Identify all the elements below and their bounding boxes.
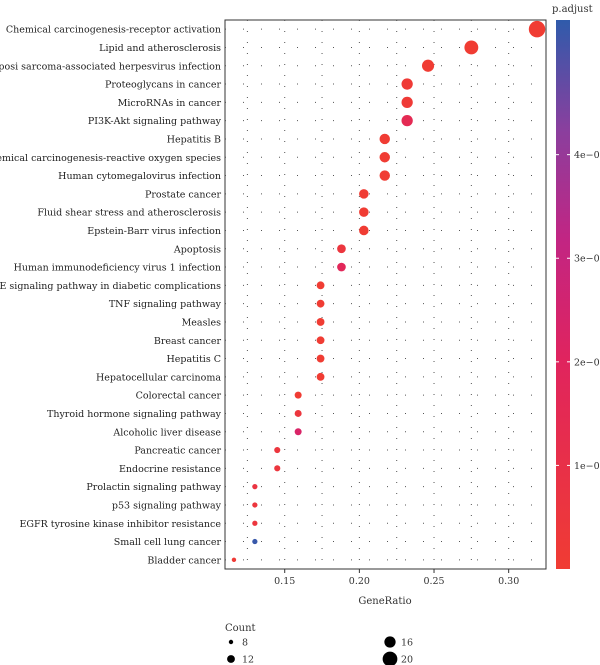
category-label: Prostate cancer [145, 189, 222, 200]
category-label: Hepatitis B [167, 134, 221, 145]
data-point [359, 189, 369, 199]
category-label: Hepatitis C [166, 354, 221, 365]
category-label: Measles [182, 317, 222, 328]
category-label: Thyroid hormone signaling pathway [47, 409, 222, 420]
category-label: AGE-RAGE signaling pathway in diabetic c… [0, 281, 221, 292]
category-label: Pancreatic cancer [134, 446, 221, 457]
category-label: Chemical carcinogenesis-reactive oxygen … [0, 153, 221, 164]
data-point [337, 262, 346, 272]
data-point [316, 318, 325, 326]
category-label: p53 signaling pathway [112, 500, 222, 511]
data-point [231, 557, 237, 563]
size-legend-key [382, 651, 398, 665]
category-label: EGFR tyrosine kinase inhibitor resistanc… [19, 519, 221, 530]
size-legend-label: 16 [401, 638, 413, 649]
color-legend-label: 3e−07 [574, 254, 600, 265]
data-point [421, 59, 435, 72]
data-point [252, 520, 258, 526]
category-label: Human cytomegalovirus infection [58, 171, 221, 182]
data-point [316, 281, 325, 290]
data-point [337, 244, 346, 254]
category-label: Alcoholic liver disease [112, 427, 221, 438]
size-legend-key [384, 636, 396, 648]
size-legend-label: 8 [242, 638, 248, 649]
data-point [252, 538, 258, 545]
y-axis-labels: Chemical carcinogenesis-receptor activat… [0, 25, 222, 567]
data-point [294, 428, 302, 436]
x-axis-title: GeneRatio [358, 596, 411, 607]
plot-panel [224, 19, 547, 570]
color-legend: p.adjust 1e−07 2e−07 3e−07 4e−07 [552, 4, 600, 569]
color-legend-label: 4e−07 [574, 150, 600, 161]
data-point [359, 207, 369, 217]
category-label: Endocrine resistance [119, 464, 221, 475]
data-points [231, 20, 546, 563]
category-label: PI3K-Akt signaling pathway [88, 116, 222, 127]
category-label: Bladder cancer [147, 555, 221, 566]
category-label: Epstein-Barr virus infection [87, 226, 221, 237]
data-point [316, 372, 325, 381]
category-label: Colorectal cancer [136, 391, 222, 402]
data-point [379, 152, 390, 163]
category-label: Hepatocellular carcinoma [96, 372, 221, 383]
size-legend-label: 12 [242, 655, 254, 665]
category-label: Human immunodeficiency virus 1 infection [14, 263, 221, 274]
data-point [294, 391, 302, 399]
x-tick-label: 0.15 [274, 576, 295, 587]
category-label: TNF signaling pathway [109, 299, 222, 310]
data-point [294, 409, 302, 417]
data-point [274, 446, 281, 454]
data-point [252, 484, 258, 490]
category-label: Proteoglycans in cancer [105, 80, 222, 91]
size-legend-label: 20 [401, 655, 413, 665]
x-tick-label: 0.30 [498, 576, 519, 587]
category-label: Chemical carcinogenesis-receptor activat… [6, 25, 221, 36]
data-point [274, 465, 281, 472]
category-label: Breast cancer [154, 336, 222, 347]
x-axis: 0.15 0.20 0.25 0.30 [274, 569, 519, 587]
color-legend-label: 1e−07 [574, 461, 600, 472]
color-legend-label: 2e−07 [574, 357, 600, 368]
data-point [528, 20, 546, 38]
data-point [401, 96, 413, 108]
data-point [316, 299, 325, 308]
category-label: Prolactin signaling pathway [86, 482, 221, 493]
data-point [379, 170, 390, 181]
category-label: Small cell lung cancer [114, 537, 222, 548]
data-point [252, 502, 258, 508]
data-point [401, 78, 413, 90]
x-tick-label: 0.20 [349, 576, 370, 587]
data-point [359, 225, 369, 236]
color-legend-title: p.adjust [552, 4, 593, 15]
size-legend-key [228, 639, 234, 645]
category-label: Fluid shear stress and atherosclerosis [37, 208, 221, 219]
data-point [316, 336, 325, 345]
data-point [401, 115, 413, 127]
category-label: Kaposi sarcoma-associated herpesvirus in… [0, 61, 221, 72]
size-legend: Count 8 12 16 20 [225, 623, 413, 665]
size-legend-title: Count [225, 623, 256, 634]
data-point [316, 354, 325, 363]
x-tick-label: 0.25 [423, 576, 444, 587]
category-label: Lipid and atherosclerosis [99, 43, 221, 54]
category-label: Apoptosis [173, 244, 221, 255]
data-point [379, 133, 390, 145]
data-point [464, 40, 479, 55]
category-label: MicroRNAs in cancer [118, 98, 222, 109]
color-legend-bar [556, 20, 570, 569]
size-legend-key [227, 655, 235, 663]
